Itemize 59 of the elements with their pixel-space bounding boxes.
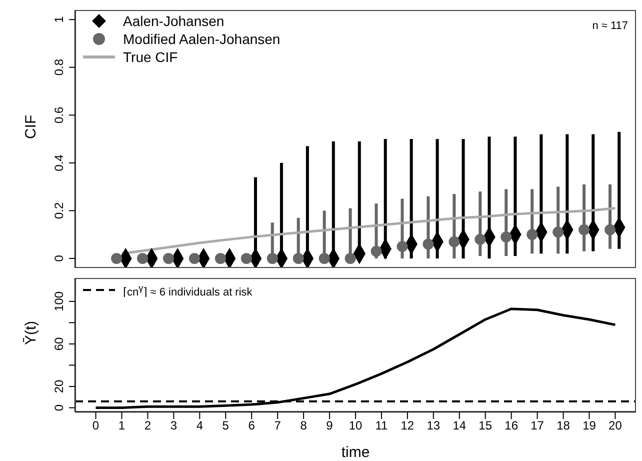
x-tick-label: 4 [196, 418, 204, 433]
point [344, 252, 356, 264]
legend-label: True CIF [123, 48, 178, 66]
x-tick-label: 15 [478, 418, 492, 433]
point [214, 252, 226, 264]
y-tick-label: 0.4 [52, 154, 66, 172]
x-tick-label: 14 [452, 418, 466, 433]
y-tick-label: 1 [52, 16, 66, 23]
legend-label: Modified Aalen-Johansen [123, 30, 280, 48]
x-tick-label: 3 [170, 418, 178, 433]
point [396, 241, 408, 252]
point [526, 229, 538, 240]
x-tick-label: 6 [248, 418, 256, 433]
point [163, 252, 174, 264]
y-tick-label: 0.2 [52, 202, 66, 220]
x-tick-label: 11 [375, 418, 388, 433]
point [188, 252, 200, 264]
y-tick-label: 0.6 [52, 106, 66, 124]
x-tick-label: 0 [92, 418, 100, 433]
legend-label: Aalen-Johansen [123, 12, 224, 30]
point [292, 252, 304, 264]
x-tick-label: 2 [144, 418, 152, 433]
y-tick-label: 100 [52, 291, 66, 312]
point [448, 236, 460, 248]
point [111, 252, 122, 264]
x-tick-label: 1 [118, 418, 126, 433]
point [266, 252, 278, 264]
x-tick-label: 19 [582, 418, 596, 433]
point [578, 224, 590, 236]
legend-label: ⌈cn$^{γ}$⌉ ≈ 6 individuals at risk [123, 282, 252, 301]
point [137, 252, 148, 264]
x-tick-label: 5 [222, 418, 230, 433]
point [422, 238, 434, 250]
x-tick-label: 16 [504, 418, 518, 433]
point [318, 252, 330, 264]
point [240, 252, 252, 264]
x-tick-label: 17 [530, 418, 544, 433]
y-axis-title: CIF [22, 114, 40, 139]
y-tick-label: 20 [52, 379, 66, 394]
y-axis-title: Ȳ(t) [22, 320, 40, 345]
point [370, 246, 382, 257]
point [474, 234, 486, 245]
x-tick-label: 12 [400, 418, 414, 433]
annotation: n ≈ 117 [592, 20, 628, 32]
x-tick-label: 8 [300, 418, 308, 433]
x-tick-label: 7 [274, 418, 282, 433]
point [500, 231, 512, 242]
x-tick-label: 9 [326, 418, 334, 433]
x-axis-title: time [341, 444, 370, 461]
y-tick-label: 0.8 [52, 58, 66, 76]
y-tick-label: 60 [52, 336, 66, 351]
x-tick-label: 20 [608, 418, 622, 433]
x-tick-label: 10 [348, 418, 362, 433]
point [604, 224, 616, 236]
y-tick-label: 0 [52, 404, 66, 412]
y-tick-label: 0 [52, 254, 66, 262]
point [552, 226, 564, 238]
x-tick-label: 18 [556, 418, 570, 433]
x-tick-label: 13 [426, 418, 440, 433]
